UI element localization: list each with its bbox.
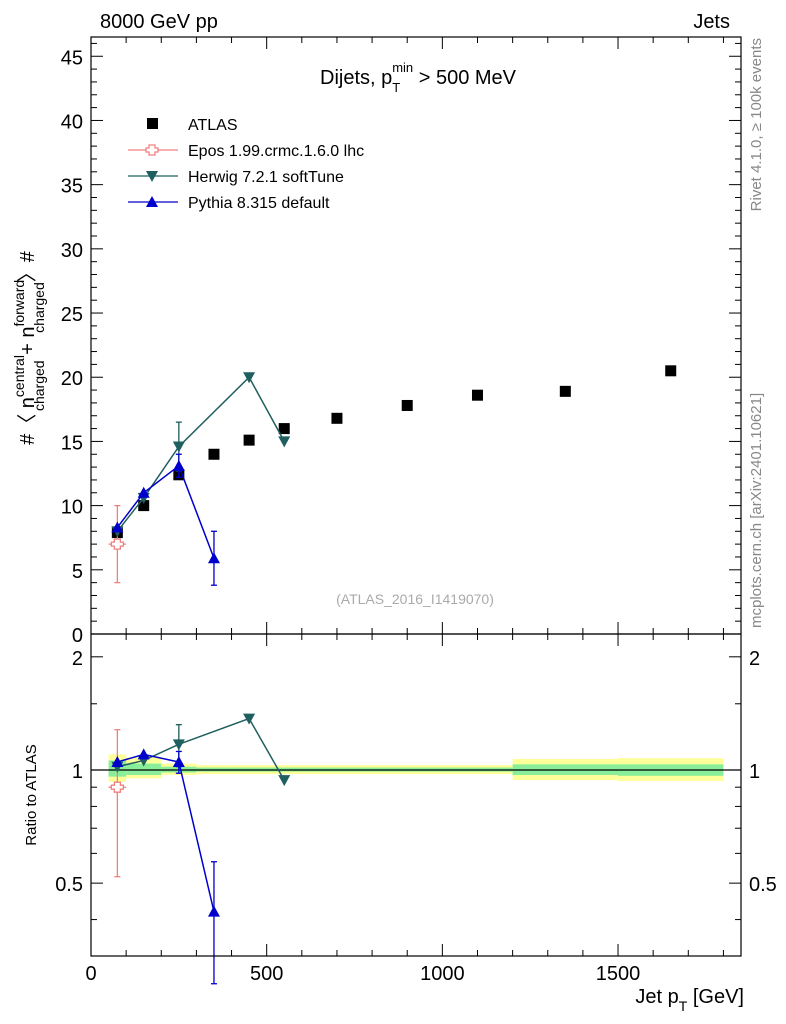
data-point-atlas (401, 399, 413, 411)
data-point-herwig (172, 441, 185, 453)
y-tick-label: 25 (61, 304, 83, 326)
header-right: Jets (693, 11, 730, 33)
y-tick-label: 20 (61, 368, 83, 390)
data-point-pythia (207, 905, 220, 917)
legend-label-atlas: ATLAS (188, 117, 238, 134)
x-tick-label: 0 (85, 963, 96, 985)
ratio-y-tick-label: 0.5 (55, 874, 83, 896)
data-point-herwig (243, 372, 256, 384)
x-axis-label: Jet pT [GeV] (635, 986, 744, 1014)
ratio-panel: 0.5 0.5 1 1 2 2 0 500 1000 1500 Ratio to ATLAS J… (23, 633, 777, 1014)
ratio-y-tick-label-right: 1 (749, 761, 760, 783)
ratio-y-tick-label: 2 (72, 648, 83, 670)
ratio-plot-frame (90, 633, 742, 957)
x-tick-label: 500 (250, 963, 283, 985)
legend-marker-atlas (147, 118, 158, 129)
series-epos (108, 504, 127, 584)
x-tick-label: 1500 (596, 963, 641, 985)
legend-marker-herwig (146, 171, 158, 182)
data-point-herwig (278, 436, 291, 448)
ratio-y-tick-label-right: 2 (749, 648, 760, 670)
chart-title: Dijets, pTmin > 500 MeV (320, 60, 517, 95)
y-tick-label: 15 (61, 432, 83, 454)
data-point-atlas (331, 412, 343, 424)
series-pythia (111, 453, 220, 586)
data-point-atlas (471, 389, 483, 401)
data-point-atlas (278, 423, 290, 435)
x-tick-label: 1000 (420, 963, 465, 985)
y-tick-label: 5 (72, 561, 83, 583)
data-point-pythia (172, 459, 185, 471)
legend-entry-atlas: ATLAS (147, 117, 238, 134)
data-point-pythia (111, 756, 124, 768)
data-point-atlas (208, 448, 220, 460)
ratio-y-tick-label: 1 (72, 761, 83, 783)
data-point-epos (110, 538, 125, 550)
ratio-y-axis-label: Ratio to ATLAS (23, 744, 40, 845)
data-point-herwig (278, 775, 291, 787)
series-pythia (111, 748, 220, 985)
series-line-pythia (116, 464, 215, 559)
data-point-pythia (172, 756, 185, 768)
uncertainty-band-inner (126, 763, 162, 775)
series-herwig (111, 372, 291, 538)
legend-label-epos: Epos 1.99.crmc.1.6.0 lhc (188, 143, 364, 160)
y-tick-label: 45 (61, 47, 83, 69)
data-point-epos (110, 781, 125, 793)
y-tick-label: 10 (61, 497, 83, 519)
data-point-herwig (243, 713, 256, 725)
data-point-atlas (243, 434, 255, 446)
data-point-pythia (137, 486, 150, 498)
data-point-atlas (665, 365, 677, 377)
legend: ATLAS Epos 1.99.crmc.1.6.0 lhc Herwig 7.… (128, 117, 364, 212)
y-tick-label: 35 (61, 176, 83, 198)
series-line-pythia (117, 753, 215, 912)
header-left: 8000 GeV pp (100, 11, 218, 33)
data-point-pythia (111, 521, 124, 533)
series-epos (108, 729, 127, 878)
data-point-pythia (207, 552, 220, 564)
main-panel: Dijets, pTmin > 500 MeV #〈 ncentral charg… (11, 36, 742, 647)
legend-entry-pythia: Pythia 8.315 default (128, 195, 330, 212)
legend-entry-epos: Epos 1.99.crmc.1.6.0 lhc (128, 143, 364, 160)
analysis-watermark: (ATLAS_2016_I1419070) (336, 591, 494, 607)
data-point-atlas (559, 385, 571, 397)
legend-entry-herwig: Herwig 7.2.1 softTune (128, 169, 344, 186)
y-tick-label: 0 (72, 625, 83, 647)
mcplots-label: mcplots.cern.ch [arXiv:2401.10621] (748, 393, 765, 628)
legend-marker-pythia (146, 196, 158, 207)
data-point-herwig (172, 739, 185, 751)
legend-marker-epos (145, 144, 159, 156)
rivet-label: Rivet 4.1.0, ≥ 100k events (748, 38, 765, 211)
data-point-pythia (137, 748, 150, 760)
y-tick-label: 40 (61, 111, 83, 133)
y-axis-label: #〈 ncentral charged + nforward charged〉# (11, 250, 47, 445)
legend-label-pythia: Pythia 8.315 default (188, 195, 330, 212)
data-point-atlas (138, 500, 150, 512)
y-tick-label: 30 (61, 240, 83, 262)
ratio-y-tick-label-right: 0.5 (749, 874, 777, 896)
legend-label-herwig: Herwig 7.2.1 softTune (188, 169, 344, 186)
